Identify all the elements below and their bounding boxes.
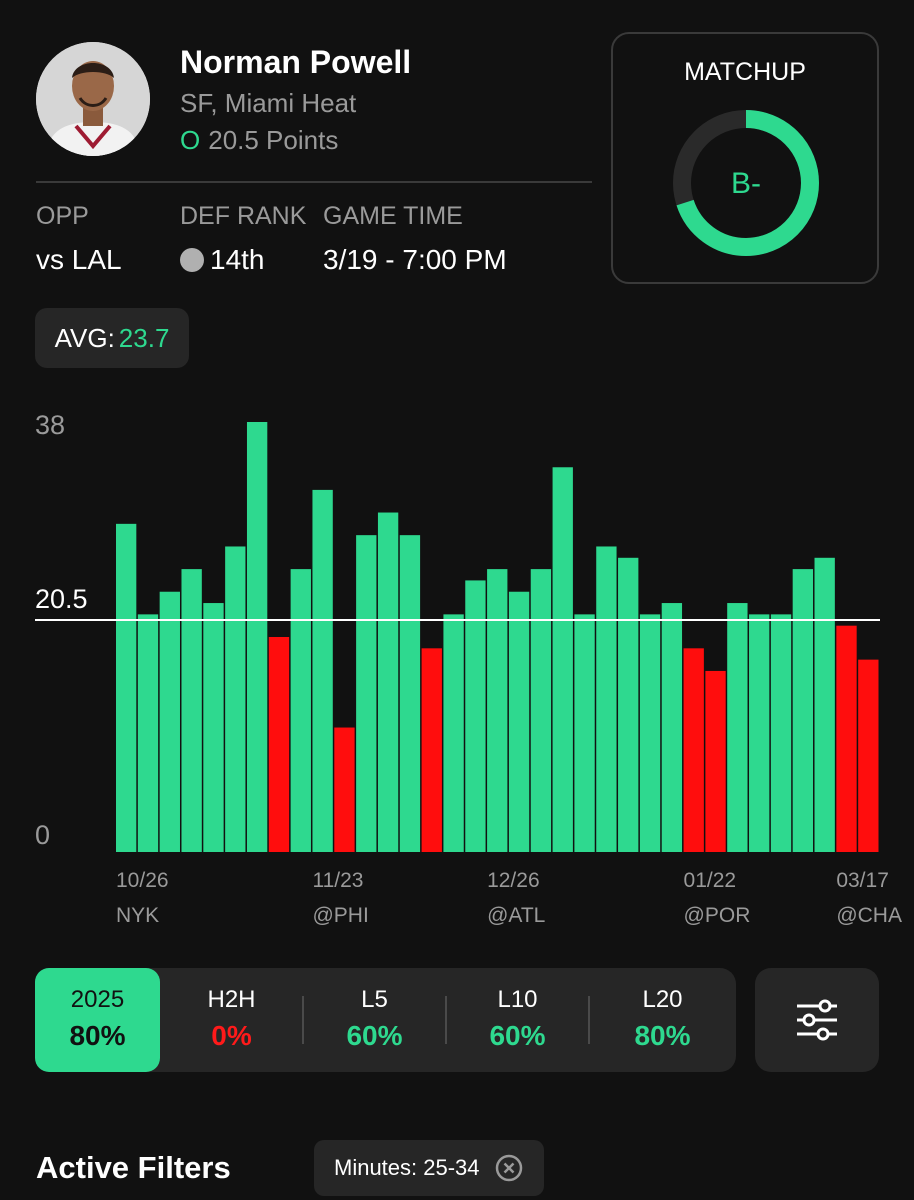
opp-value: vs LAL <box>36 244 122 275</box>
y-tick-label: 38 <box>35 410 65 440</box>
game-log-chart: 38 20.5 0 10/26 NYK 11/23 @PHI 12/26 @ATL 01/22 @P… <box>35 410 902 927</box>
def-rank-value: 14th <box>180 244 265 276</box>
chart-bar <box>116 523 137 852</box>
segment-l10[interactable]: L10 60% <box>446 968 589 1072</box>
header-divider <box>36 181 592 183</box>
chart-bar <box>377 512 399 852</box>
chart-bar <box>814 557 835 852</box>
segment-divider <box>302 996 304 1044</box>
x-tick-date: 01/22 <box>684 869 737 892</box>
gauge-fill <box>673 110 819 256</box>
chart-bar <box>792 569 814 852</box>
prop-line: O 20.5 Points <box>180 125 338 156</box>
chart-bar <box>683 648 704 852</box>
x-tick-opponent: @ATL <box>487 904 545 927</box>
matchup-gauge: B- <box>673 110 819 256</box>
x-tick-opponent: NYK <box>116 904 159 927</box>
over-under-indicator: O <box>180 125 201 155</box>
segment-label: L20 <box>642 986 683 1013</box>
chart-bar <box>203 603 224 852</box>
chart-bar <box>858 659 879 852</box>
opp-label: OPP <box>36 202 89 230</box>
segment-l5[interactable]: L5 60% <box>303 968 446 1072</box>
chart-bar <box>574 614 595 852</box>
chart-bar <box>159 591 180 852</box>
chart-bar <box>443 614 464 852</box>
segment-divider <box>445 996 447 1044</box>
rank-dot-icon <box>180 248 204 272</box>
chart-bar <box>399 535 421 852</box>
chart-bar <box>727 603 748 852</box>
player-headshot-icon <box>36 42 150 156</box>
chart-bar <box>618 557 639 852</box>
chart-bar <box>225 546 246 852</box>
y-tick-label: 0 <box>35 820 50 850</box>
chart-bar <box>749 614 770 852</box>
chart-bar <box>596 546 617 852</box>
x-tick-opponent: @PHI <box>312 904 368 927</box>
segment-hit-rate: 80% <box>634 1020 691 1051</box>
prop-line-text: 20.5 Points <box>208 125 339 155</box>
filter-chip-label: Minutes: 25-34 <box>334 1155 480 1180</box>
chart-bar <box>552 467 573 852</box>
segment-label: 2025 <box>70 986 125 1013</box>
player-position-team: SF, Miami Heat <box>180 88 357 118</box>
avg-value: 23.7 <box>118 322 170 353</box>
x-tick-opponent: @CHA <box>836 904 902 927</box>
segment-label: H2H <box>207 986 256 1013</box>
chart-bar <box>246 422 268 852</box>
chart-bar <box>661 603 683 852</box>
segment-divider <box>588 996 590 1044</box>
segment-label: L10 <box>497 986 538 1013</box>
chart-bar <box>421 648 442 852</box>
chart-bar <box>487 569 508 852</box>
matchup-grade: B- <box>731 167 761 200</box>
chart-bar <box>770 614 792 852</box>
segment-h2h[interactable]: H2H 0% <box>160 968 303 1072</box>
chart-bar <box>508 591 530 852</box>
avg-label: AVG: <box>54 322 115 353</box>
chart-bar <box>290 569 311 852</box>
chart-bar <box>530 569 552 852</box>
filter-settings-button[interactable] <box>755 968 879 1072</box>
x-tick-date: 03/17 <box>836 869 889 892</box>
player-name: Norman Powell <box>180 44 412 80</box>
chart-bar <box>312 489 333 852</box>
chart-bar <box>639 614 661 852</box>
matchup-card[interactable]: MATCHUP B- <box>611 32 879 284</box>
segment-hit-rate: 60% <box>489 1020 546 1051</box>
game-time-label: GAME TIME <box>323 202 463 230</box>
segment-2025[interactable]: 2025 80% <box>35 968 160 1072</box>
close-circle-icon[interactable] <box>494 1153 524 1183</box>
chart-bar <box>356 535 377 852</box>
y-tick-label: 20.5 <box>35 584 88 614</box>
segment-hit-rate: 80% <box>69 1020 126 1051</box>
x-tick-date: 12/26 <box>487 869 540 892</box>
filter-chip-minutes[interactable]: Minutes: 25-34 <box>314 1140 544 1196</box>
segment-hit-rate: 0% <box>211 1020 252 1051</box>
chart-bar <box>334 727 355 852</box>
chart-bar <box>465 580 486 852</box>
x-tick-date: 11/23 <box>312 869 363 892</box>
game-time-value: 3/19 - 7:00 PM <box>323 244 507 275</box>
average-pill: AVG: 23.7 <box>35 308 189 368</box>
active-filters-title: Active Filters <box>36 1150 231 1185</box>
segment-hit-rate: 60% <box>346 1020 403 1051</box>
segment-l20[interactable]: L20 80% <box>589 968 736 1072</box>
chart-bar <box>836 625 857 852</box>
player-avatar <box>36 42 150 156</box>
matchup-title: MATCHUP <box>684 58 806 86</box>
x-tick-opponent: @POR <box>684 904 751 927</box>
def-rank-text: 14th <box>210 244 265 275</box>
sliders-icon <box>797 999 837 1041</box>
chart-bar <box>137 614 159 852</box>
timeframe-selector: 2025 80% H2H 0% L5 60% L10 60% L20 80% <box>35 968 736 1072</box>
def-rank-label: DEF RANK <box>180 202 307 230</box>
segment-label: L5 <box>361 986 388 1013</box>
chart-bar <box>268 637 290 852</box>
chart-bar <box>705 670 726 852</box>
chart-bar <box>181 569 202 852</box>
x-tick-date: 10/26 <box>116 869 169 892</box>
